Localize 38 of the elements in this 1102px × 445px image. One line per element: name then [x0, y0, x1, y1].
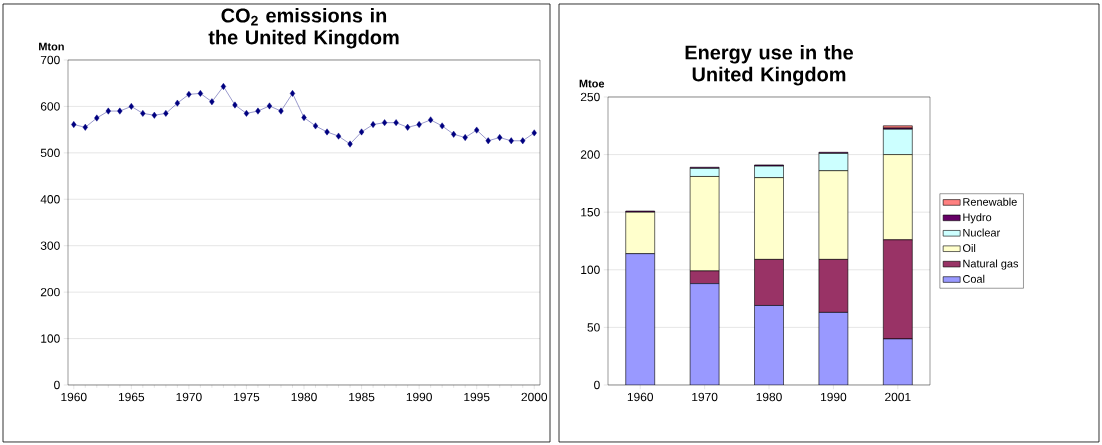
y-tick-label: 200 [40, 287, 60, 297]
y-tick-label: 150 [581, 207, 600, 217]
x-tick-label: 1960 [61, 392, 87, 402]
x-tick-label: 1990 [406, 392, 432, 402]
legend-label: Nuclear [963, 228, 1001, 237]
y-tick-label: 700 [40, 55, 60, 65]
legend-label: Coal [963, 274, 985, 283]
x-tick-label: 2000 [521, 392, 548, 402]
x-tick-label: 1965 [118, 392, 145, 402]
legend-label: Oil [962, 243, 976, 253]
y-tick-label: 400 [40, 195, 60, 204]
y-tick-label: 600 [40, 102, 60, 111]
x-tick-label: 2001 [885, 392, 911, 402]
y-axis-title: Mtoe [579, 79, 605, 88]
y-tick-label: 0 [54, 380, 60, 390]
legend-label: Renewable [963, 197, 1017, 206]
y-tick-label: 200 [580, 150, 600, 159]
chart-title: CO$_{2}$ emissions in the United Kingdom [208, 7, 399, 49]
y-tick-label: 100 [41, 334, 60, 343]
x-tick-label: 1975 [234, 392, 260, 402]
x-tick-label: 1970 [176, 392, 202, 402]
x-tick-label: 1960 [627, 392, 654, 402]
legend-label: Natural gas [963, 259, 1019, 270]
x-tick-label: 1995 [464, 392, 490, 402]
y-axis-title: Mton [39, 42, 64, 51]
x-tick-label: 1990 [821, 392, 847, 402]
chart-title: Energy use in the United Kingdom [685, 44, 854, 86]
x-tick-label: 1980 [291, 392, 317, 402]
x-tick-label: 1985 [349, 392, 375, 402]
y-tick-label: 300 [40, 241, 60, 250]
y-tick-label: 250 [580, 92, 600, 102]
y-tick-label: 500 [40, 148, 60, 158]
x-tick-label: 1980 [756, 392, 782, 402]
legend-label: Hydro [963, 213, 992, 224]
y-tick-label: 0 [594, 380, 600, 390]
y-tick-label: 100 [581, 265, 600, 275]
y-tick-label: 50 [587, 323, 600, 332]
x-tick-label: 1970 [692, 392, 718, 402]
